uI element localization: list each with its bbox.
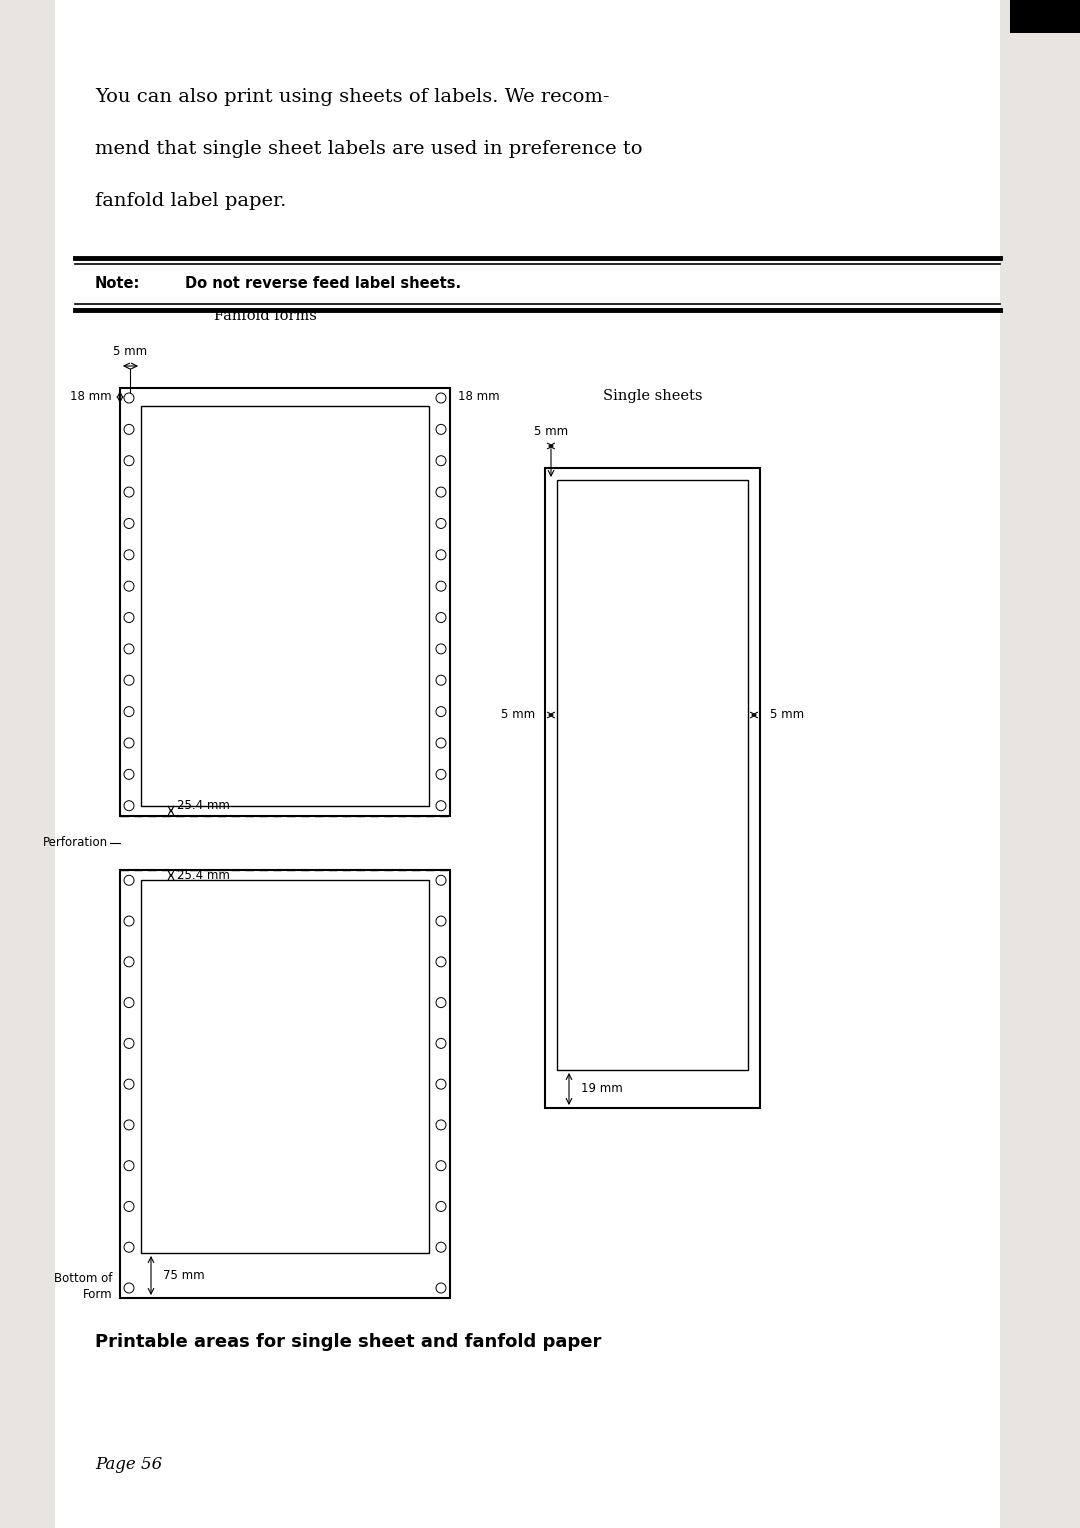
Circle shape — [124, 581, 134, 591]
Circle shape — [124, 876, 134, 885]
Circle shape — [124, 675, 134, 685]
Bar — [141, 406, 429, 805]
Text: Note:: Note: — [95, 277, 140, 292]
Text: fanfold label paper.: fanfold label paper. — [95, 193, 286, 209]
Text: Do not reverse feed label sheets.: Do not reverse feed label sheets. — [185, 277, 461, 292]
Bar — [557, 480, 748, 1070]
Circle shape — [124, 957, 134, 967]
Circle shape — [436, 998, 446, 1007]
Circle shape — [436, 801, 446, 811]
Bar — [55, 0, 1000, 1528]
Bar — [1000, 0, 1080, 1528]
Circle shape — [124, 613, 134, 622]
Circle shape — [436, 1039, 446, 1048]
Circle shape — [124, 1284, 134, 1293]
Circle shape — [124, 769, 134, 779]
Circle shape — [124, 1039, 134, 1048]
Bar — [557, 480, 748, 1070]
Text: 25.4 mm: 25.4 mm — [177, 799, 230, 813]
Circle shape — [436, 1079, 446, 1089]
Circle shape — [436, 550, 446, 559]
Circle shape — [436, 455, 446, 466]
Text: 18 mm: 18 mm — [458, 391, 500, 403]
Bar — [120, 388, 450, 816]
Circle shape — [436, 1284, 446, 1293]
Text: Perforation: Perforation — [43, 836, 108, 850]
Bar — [141, 880, 429, 1253]
Text: 5 mm: 5 mm — [501, 709, 535, 721]
Text: mend that single sheet labels are used in preference to: mend that single sheet labels are used i… — [95, 141, 643, 157]
Circle shape — [124, 550, 134, 559]
Circle shape — [436, 957, 446, 967]
Circle shape — [124, 1242, 134, 1253]
Circle shape — [124, 455, 134, 466]
Circle shape — [436, 917, 446, 926]
Circle shape — [124, 917, 134, 926]
Circle shape — [436, 518, 446, 529]
Circle shape — [436, 706, 446, 717]
Text: Printable areas for single sheet and fanfold paper: Printable areas for single sheet and fan… — [95, 1332, 602, 1351]
Text: Bottom of
Form: Bottom of Form — [54, 1271, 112, 1300]
Text: 18 mm: 18 mm — [70, 391, 112, 403]
Circle shape — [436, 1120, 446, 1129]
Circle shape — [436, 581, 446, 591]
Text: Fanfold forms: Fanfold forms — [214, 309, 316, 322]
Bar — [1010, 0, 1080, 34]
Circle shape — [124, 393, 134, 403]
Circle shape — [124, 487, 134, 497]
Circle shape — [124, 518, 134, 529]
Circle shape — [436, 1201, 446, 1212]
Circle shape — [124, 1079, 134, 1089]
Circle shape — [436, 613, 446, 622]
Circle shape — [436, 769, 446, 779]
Circle shape — [124, 706, 134, 717]
Circle shape — [124, 738, 134, 749]
Circle shape — [124, 643, 134, 654]
Bar — [141, 406, 429, 805]
Circle shape — [124, 1120, 134, 1129]
Circle shape — [436, 487, 446, 497]
Circle shape — [436, 1161, 446, 1170]
Text: Single sheets: Single sheets — [603, 390, 702, 403]
Text: 75 mm: 75 mm — [163, 1268, 204, 1282]
Circle shape — [124, 1161, 134, 1170]
Circle shape — [124, 425, 134, 434]
Text: You can also print using sheets of labels. We recom-: You can also print using sheets of label… — [95, 89, 609, 105]
Circle shape — [436, 876, 446, 885]
Circle shape — [436, 675, 446, 685]
Bar — [120, 871, 450, 1297]
Bar — [141, 880, 429, 1253]
Text: Page 56: Page 56 — [95, 1456, 162, 1473]
Text: 19 mm: 19 mm — [581, 1082, 623, 1096]
Text: 25.4 mm: 25.4 mm — [177, 869, 230, 882]
Text: 5 mm: 5 mm — [534, 425, 568, 439]
Circle shape — [124, 801, 134, 811]
Bar — [0, 0, 55, 1528]
Circle shape — [436, 738, 446, 749]
Circle shape — [436, 1242, 446, 1253]
Bar — [545, 468, 760, 1108]
Text: 5 mm: 5 mm — [113, 345, 148, 358]
Circle shape — [124, 1201, 134, 1212]
Circle shape — [124, 998, 134, 1007]
Circle shape — [436, 393, 446, 403]
Text: 5 mm: 5 mm — [770, 709, 805, 721]
Circle shape — [436, 425, 446, 434]
Circle shape — [436, 643, 446, 654]
